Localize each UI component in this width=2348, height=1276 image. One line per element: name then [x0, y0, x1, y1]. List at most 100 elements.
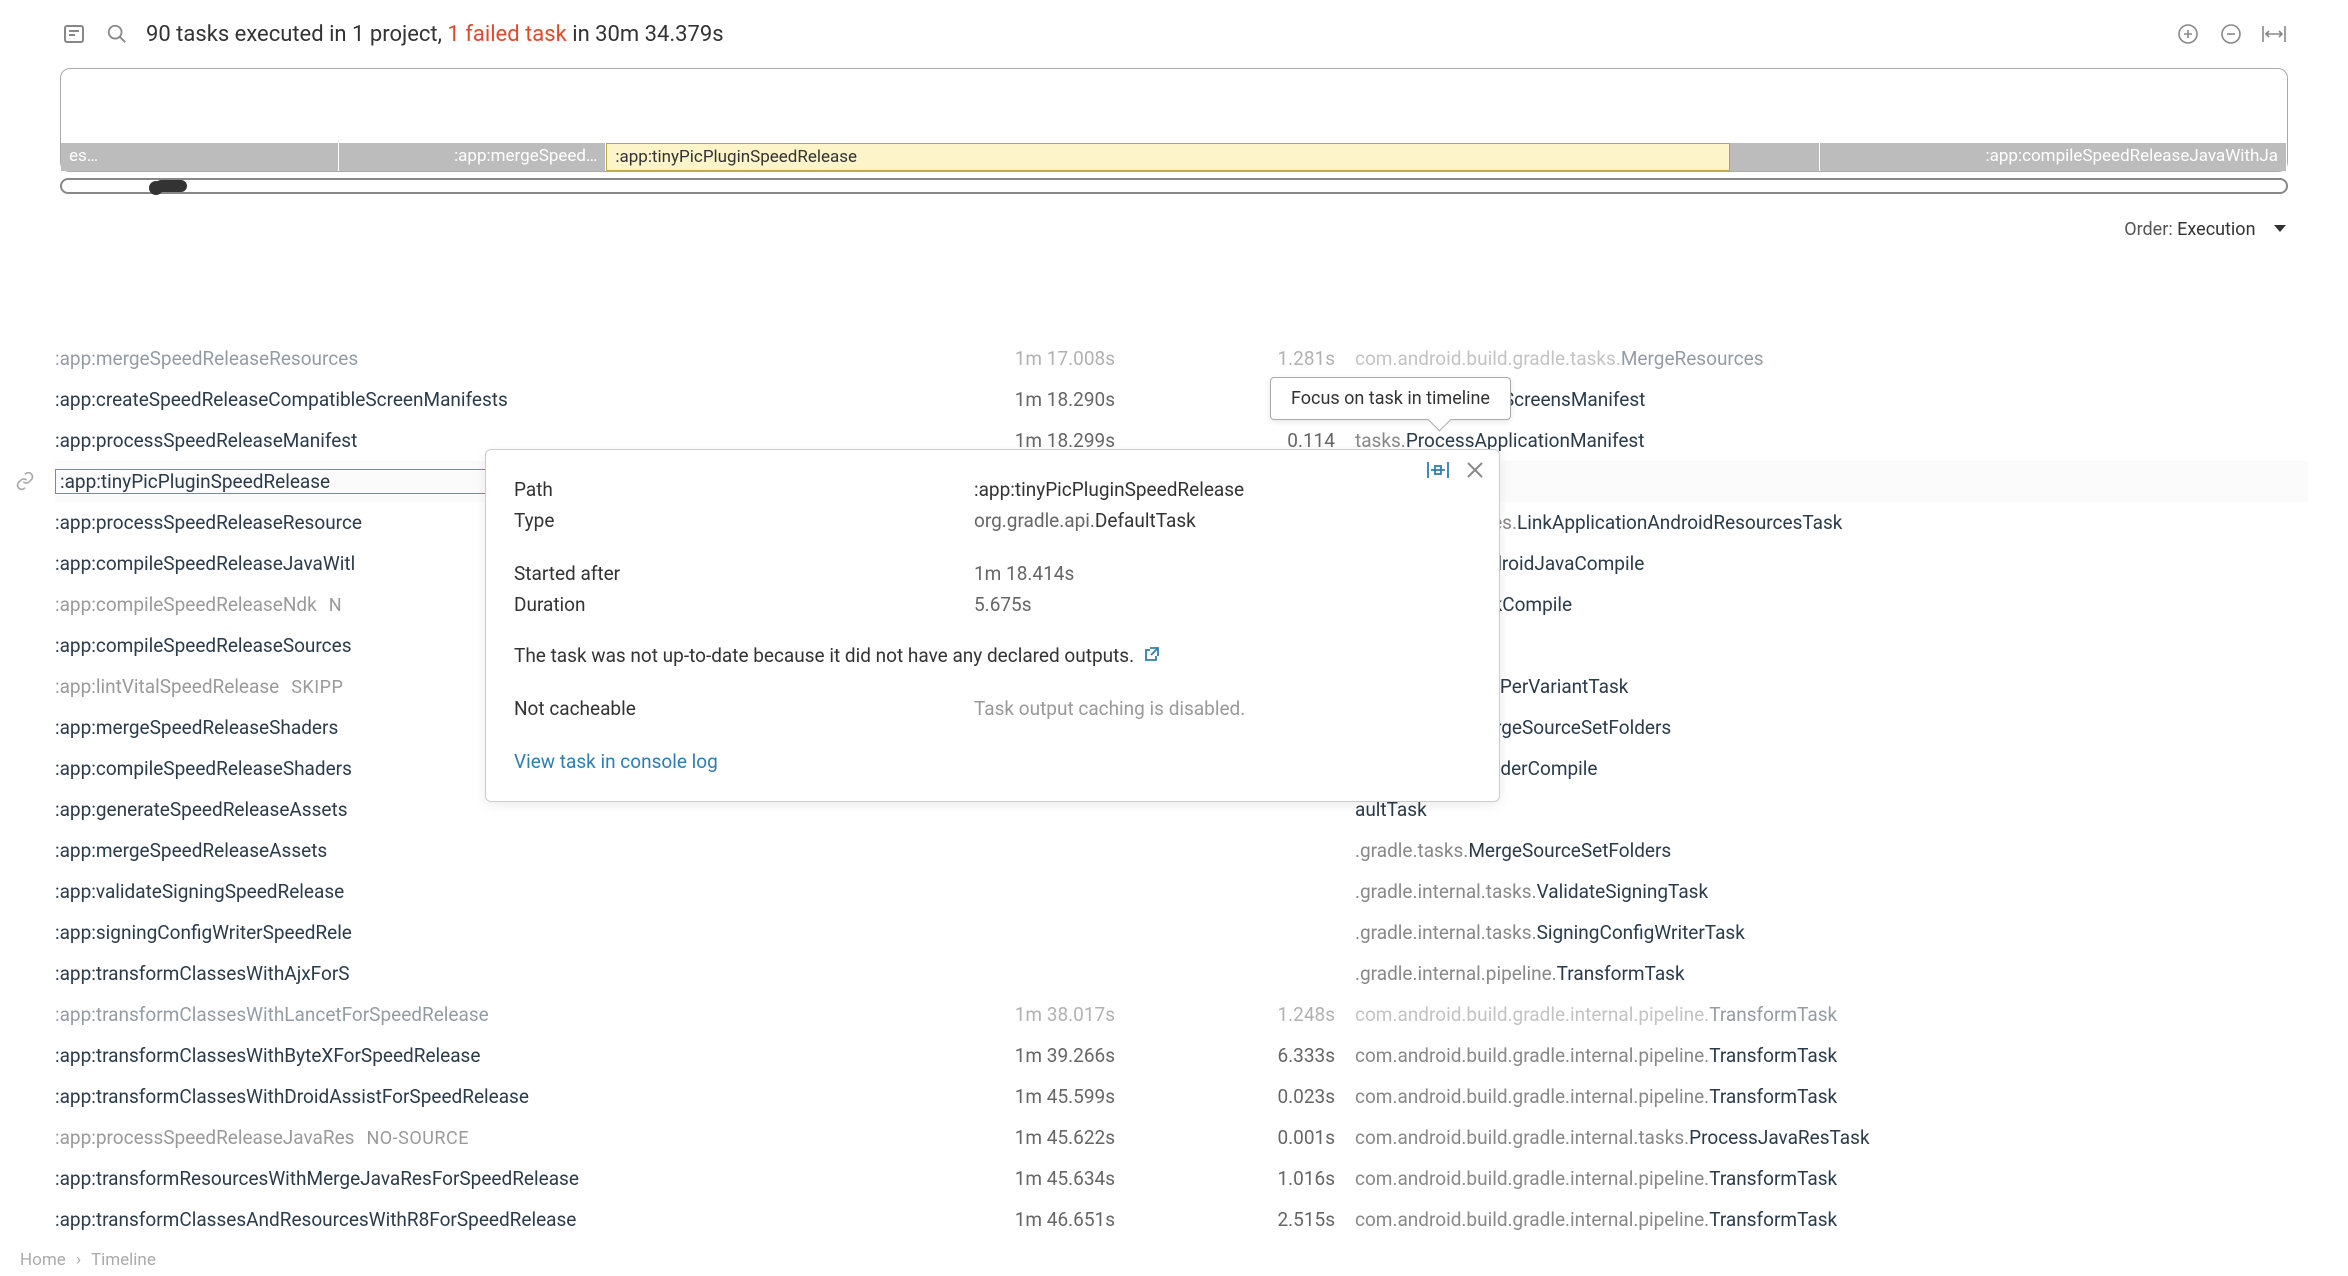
task-type: com.android.build.gradle.internal.pipeli… [1355, 1167, 2308, 1190]
popover-info-grid: Path:app:tinyPicPluginSpeedReleaseTypeor… [514, 478, 1471, 532]
popover-note: The task was not up-to-date because it d… [514, 644, 1471, 667]
task-row[interactable]: :app:mergeSpeedReleaseAssets .gradle.task… [55, 830, 2308, 871]
tooltip: Focus on task in timeline [1270, 377, 1511, 420]
task-badge: N [329, 595, 342, 616]
breadcrumb-home[interactable]: Home [20, 1250, 66, 1270]
popover-key: Path [514, 478, 974, 501]
task-duration: 0.023s [1145, 1085, 1355, 1108]
task-type: .gradle.internal.pipeline.TransformTask [1355, 962, 2308, 985]
search-icon[interactable] [103, 20, 131, 48]
task-name: :app:transformClassesAndResourcesWithR8F… [55, 1208, 925, 1231]
task-row[interactable]: :app:transformClassesWithLancetForSpeedR… [55, 994, 2308, 1035]
popover-key: Started after [514, 562, 974, 585]
scrubber-thumb[interactable] [155, 180, 186, 192]
task-type: com.android.build.gradle.internal.pipeli… [1355, 1044, 2308, 1067]
breadcrumb-timeline[interactable]: Timeline [91, 1250, 156, 1270]
task-start-time: 1m 18.290s [925, 388, 1145, 411]
task-name: :app:transformClassesWithDroidAssistForS… [55, 1085, 925, 1108]
task-start-time: 1m 46.651s [925, 1208, 1145, 1231]
popover-cache-row: Not cacheable Task output caching is dis… [514, 697, 1471, 720]
task-row[interactable]: :app:signingConfigWriterSpeedRele .gradle… [55, 912, 2308, 953]
external-link-icon[interactable] [1144, 644, 1160, 667]
timeline-segment[interactable] [1730, 143, 1819, 171]
task-name: :app:mergeSpeedReleaseResources [55, 347, 925, 370]
chevron-down-icon [2272, 219, 2288, 240]
task-name: :app:transformResourcesWithMergeJavaResF… [55, 1167, 925, 1190]
task-duration: 6.333s [1145, 1044, 1355, 1067]
link-icon[interactable] [15, 471, 35, 496]
fit-width-icon[interactable] [2260, 20, 2288, 48]
task-type: com.android.build.gradle.internal.pipeli… [1355, 1003, 2308, 1026]
popover-value: :app:tinyPicPluginSpeedRelease [974, 478, 1471, 501]
task-type: com.android.build.gradle.internal.tasks.… [1355, 1126, 2308, 1149]
task-type: .gradle.internal.tasks.ValidateSigningTa… [1355, 880, 2308, 903]
timeline-segment[interactable]: :app:tinyPicPluginSpeedRelease [606, 143, 1730, 171]
breadcrumb[interactable]: Home › Timeline [20, 1250, 156, 1270]
task-start-time: 1m 38.017s [925, 1003, 1145, 1026]
header-row: 90 tasks executed in 1 project, 1 failed… [0, 0, 2348, 58]
timeline-scrubber[interactable] [60, 178, 2288, 194]
task-name: :app:signingConfigWriterSpeedRele [55, 921, 925, 944]
popover-value: 5.675s [974, 593, 1471, 616]
task-duration: 1.248s [1145, 1003, 1355, 1026]
task-type: .gradle.tasks.MergeSourceSetFolders [1355, 839, 2308, 862]
timeline-segment[interactable]: es… [61, 143, 339, 171]
task-row[interactable]: :app:transformResourcesWithMergeJavaResF… [55, 1158, 2308, 1199]
task-name: :app:transformClassesWithLancetForSpeedR… [55, 1003, 925, 1026]
failed-count: 1 failed task [447, 22, 566, 47]
task-badge: NO-SOURCE [366, 1128, 468, 1149]
task-type: com.android.build.gradle.internal.pipeli… [1355, 1085, 2308, 1108]
task-start-time: 1m 45.599s [925, 1085, 1145, 1108]
summary-text: 90 tasks executed in 1 project, 1 failed… [146, 22, 724, 47]
task-name: :app:createSpeedReleaseCompatibleScreenM… [55, 388, 925, 411]
focus-timeline-icon[interactable] [1425, 460, 1451, 485]
task-type: tasks.ProcessApplicationManifest [1355, 429, 2308, 452]
task-row[interactable]: :app:transformClassesWithDroidAssistForS… [55, 1076, 2308, 1117]
timeline-segment[interactable]: :app:compileSpeedReleaseJavaWithJa [1820, 143, 2287, 171]
task-row[interactable]: :app:mergeSpeedReleaseResources1m 17.008… [55, 338, 2308, 379]
task-row[interactable]: :app:processSpeedReleaseJavaResNO-SOURCE… [55, 1117, 2308, 1158]
task-type: com.android.build.gradle.internal.pipeli… [1355, 1208, 2308, 1231]
task-start-time: 1m 39.266s [925, 1044, 1145, 1067]
popover-value: org.gradle.api.DefaultTask [974, 509, 1471, 532]
popover-timing-grid: Started after1m 18.414sDuration5.675s [514, 562, 1471, 616]
task-name: :app:transformClassesWithByteXForSpeedRe… [55, 1044, 925, 1067]
task-detail-popover: Path:app:tinyPicPluginSpeedReleaseTypeor… [485, 449, 1500, 802]
task-type: com.android.build.gradle.tasks.MergeReso… [1355, 347, 2308, 370]
task-type: aultTask [1355, 798, 2308, 821]
task-name: :app:transformClassesWithAjxForS [55, 962, 925, 985]
task-start-time: 1m 45.622s [925, 1126, 1145, 1149]
timeline-segment[interactable]: :app:mergeSpeed… [339, 143, 606, 171]
view-console-log-link[interactable]: View task in console log [514, 750, 1471, 773]
task-duration: 2.515s [1145, 1208, 1355, 1231]
order-label: Order: [2124, 219, 2172, 240]
task-row[interactable]: :app:transformClassesWithAjxForS .gradle.… [55, 953, 2308, 994]
popover-value: 1m 18.414s [974, 562, 1471, 585]
task-row[interactable]: :app:validateSigningSpeedRelease .gradle.… [55, 871, 2308, 912]
order-selector[interactable]: Order: Execution [0, 219, 2348, 250]
breadcrumb-separator: › [76, 1250, 81, 1270]
filter-icon[interactable] [60, 20, 88, 48]
task-name: :app:validateSigningSpeedRelease [55, 880, 925, 903]
popover-key: Type [514, 509, 974, 532]
zoom-in-icon[interactable] [2174, 20, 2202, 48]
header-actions [2174, 20, 2288, 48]
zoom-out-icon[interactable] [2217, 20, 2245, 48]
task-row[interactable]: :app:createSpeedReleaseCompatibleScreenM… [55, 379, 2308, 420]
task-start-time: 1m 17.008s [925, 347, 1145, 370]
task-type: .gradle.internal.tasks.SigningConfigWrit… [1355, 921, 2308, 944]
timeline-segments[interactable]: es…:app:mergeSpeed…:app:tinyPicPluginSpe… [61, 143, 2287, 171]
task-duration: 1.016s [1145, 1167, 1355, 1190]
task-start-time: 1m 45.634s [925, 1167, 1145, 1190]
task-name: :app:mergeSpeedReleaseAssets [55, 839, 925, 862]
task-row[interactable]: :app:transformClassesAndResourcesWithR8F… [55, 1199, 2308, 1240]
task-duration: 1.281s [1145, 347, 1355, 370]
task-name: :app:processSpeedReleaseJavaResNO-SOURCE [55, 1126, 925, 1149]
close-icon[interactable] [1465, 460, 1485, 485]
task-badge: SKIPP [291, 677, 343, 698]
task-row[interactable]: :app:transformClassesWithByteXForSpeedRe… [55, 1035, 2308, 1076]
order-value: Execution [2177, 219, 2255, 240]
timeline-container[interactable]: es…:app:mergeSpeed…:app:tinyPicPluginSpe… [60, 68, 2288, 172]
task-duration: 0.001s [1145, 1126, 1355, 1149]
popover-key: Duration [514, 593, 974, 616]
